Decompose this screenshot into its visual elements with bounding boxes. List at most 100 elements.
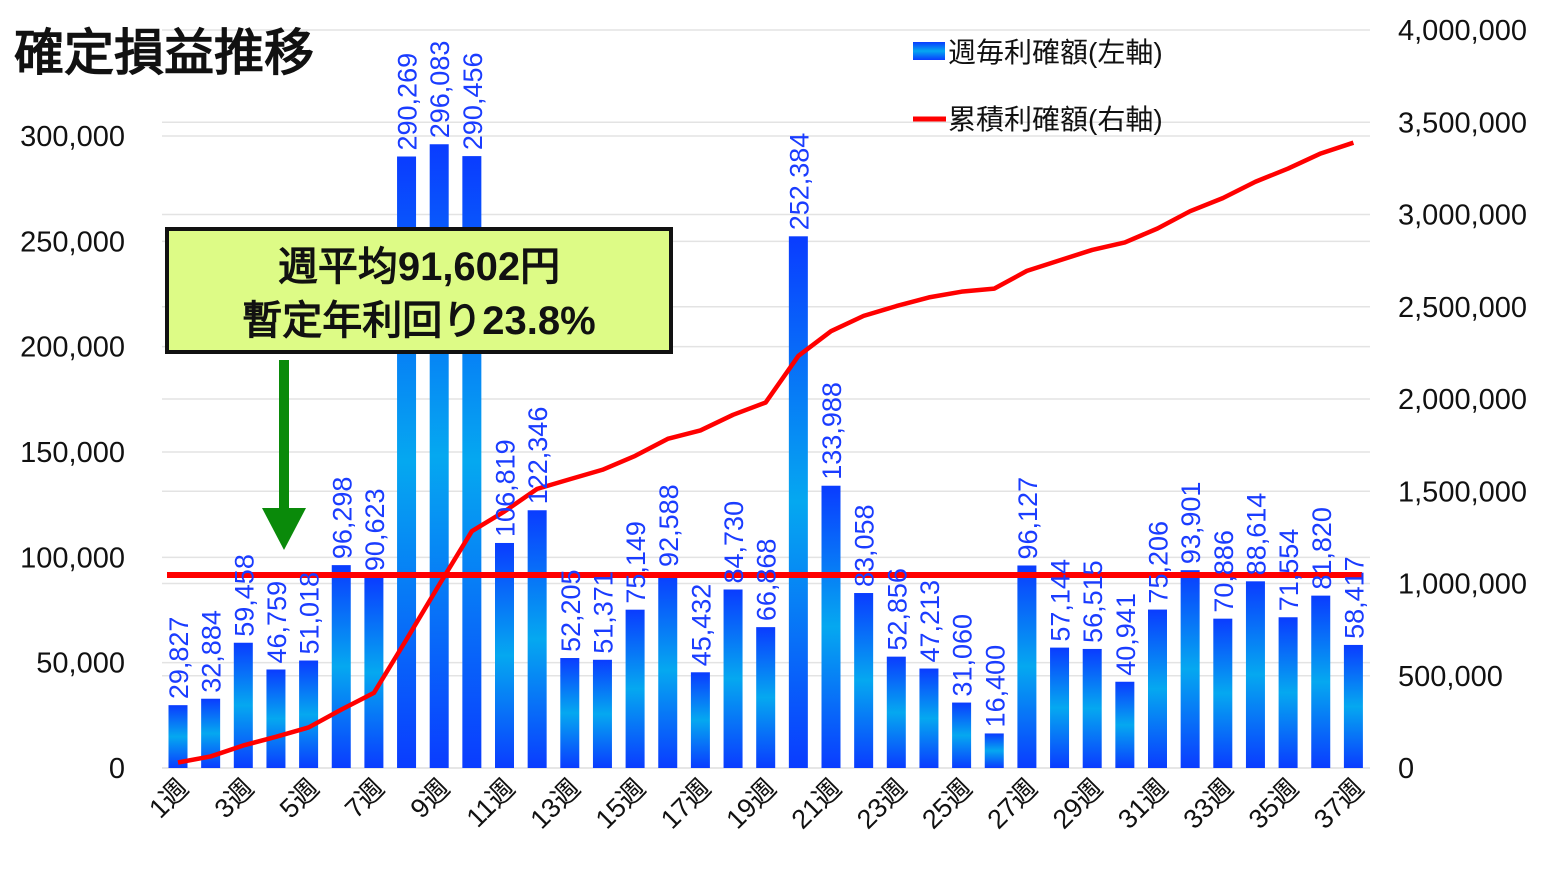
bar-data-label: 290,269 [393, 53, 423, 151]
x-tick-label: 27週 [982, 773, 1044, 835]
bar [821, 485, 841, 768]
bar [886, 656, 906, 768]
left-tick-label: 100,000 [20, 542, 125, 574]
annotation-box [165, 227, 673, 354]
bar [266, 669, 286, 768]
bar [1082, 648, 1102, 768]
bar-data-label: 106,819 [491, 439, 521, 537]
bar-data-label: 93,901 [1176, 482, 1206, 565]
legend: 週毎利確額(左軸) 累積利確額(右軸) [913, 37, 1163, 135]
annotation-yield: 暫定年利回り23.8% [242, 299, 595, 343]
chart-title: 確定損益推移 [14, 25, 314, 81]
bar [1050, 647, 1070, 768]
bar [690, 672, 710, 768]
bar [625, 609, 645, 768]
bar-data-label: 40,941 [1111, 593, 1141, 676]
x-tick-label: 1週 [143, 773, 194, 824]
bar-data-label: 59,458 [229, 554, 259, 637]
bar-data-label: 46,759 [262, 581, 292, 664]
bar [788, 236, 808, 768]
bar [1311, 595, 1331, 768]
bar-data-label: 58,417 [1339, 556, 1369, 639]
left-tick-label: 300,000 [20, 121, 125, 153]
x-tick-label: 31週 [1112, 773, 1174, 835]
x-axis: 1週 3週 5週 7週 9週 11週 13週 15週 17週 19週 21週 23週 25週 27週 29週… [143, 773, 1369, 835]
x-tick-label: 25週 [916, 773, 978, 835]
bar [495, 542, 514, 768]
x-tick-label: 3週 [209, 773, 260, 824]
x-tick-label: 29週 [1047, 773, 1109, 835]
arrow-shaft [279, 360, 289, 510]
bar [364, 577, 384, 768]
bar [1278, 617, 1298, 768]
bar [723, 589, 743, 768]
bar-data-label: 96,127 [1013, 477, 1043, 560]
bar-data-label: 81,820 [1307, 507, 1337, 590]
x-tick-label: 19週 [720, 773, 782, 835]
bar-data-label: 122,346 [523, 407, 553, 505]
bar-data-label: 45,432 [686, 584, 716, 667]
bar-data-label: 71,554 [1274, 529, 1304, 612]
x-tick-label: 23週 [851, 773, 913, 835]
arrow-down-icon [262, 508, 306, 550]
bar [658, 572, 678, 768]
bar [1115, 681, 1135, 768]
right-tick-label: 0 [1398, 753, 1414, 785]
bar-data-label: 51,018 [295, 572, 325, 655]
right-tick-label: 2,500,000 [1398, 292, 1527, 324]
legend-bar-label: 週毎利確額(左軸) [948, 37, 1163, 68]
bar [919, 668, 939, 768]
bar-data-label: 75,206 [1144, 521, 1174, 604]
x-tick-label: 37週 [1308, 773, 1370, 835]
right-tick-label: 3,500,000 [1398, 107, 1527, 139]
left-axis: 0 50,000 100,000 150,000 200,000 250,000 300,0… [20, 121, 125, 785]
bar [299, 660, 319, 768]
bar-data-label: 56,515 [1078, 560, 1108, 643]
bar-data-label: 75,149 [621, 521, 651, 604]
right-tick-label: 1,500,000 [1398, 476, 1527, 508]
bar-data-label: 92,588 [654, 484, 684, 567]
x-tick-label: 17週 [655, 773, 717, 835]
x-tick-label: 21週 [786, 773, 848, 835]
x-tick-label: 13週 [524, 773, 586, 835]
bar-data-label: 90,623 [360, 488, 390, 571]
bar [168, 705, 188, 768]
right-tick-label: 3,000,000 [1398, 200, 1527, 232]
left-tick-label: 250,000 [20, 226, 125, 258]
bar-data-label: 66,868 [752, 539, 782, 622]
bar-data-label: 83,058 [850, 504, 880, 587]
bar [1343, 644, 1363, 768]
bar [233, 642, 253, 768]
bar [756, 627, 776, 768]
bar-data-label: 88,614 [1241, 493, 1271, 576]
bar-data-label: 296,083 [425, 41, 455, 139]
bar-data-label: 84,730 [719, 501, 749, 584]
annotation-average: 週平均91,602円 [278, 245, 560, 289]
bar [984, 733, 1004, 768]
bar [1245, 581, 1265, 768]
x-tick-label: 5週 [274, 773, 325, 824]
legend-bar-swatch [913, 42, 945, 60]
bar [331, 565, 351, 768]
right-axis: 0 500,000 1,000,000 1,500,000 2,000,000 2,500… [1398, 15, 1527, 785]
left-tick-label: 200,000 [20, 332, 125, 364]
bar [854, 593, 874, 768]
bar-data-label: 47,213 [915, 580, 945, 663]
right-tick-label: 500,000 [1398, 661, 1503, 693]
bar-data-label: 133,988 [817, 382, 847, 480]
right-tick-label: 1,000,000 [1398, 569, 1527, 601]
right-tick-label: 2,000,000 [1398, 384, 1527, 416]
cumulative-line [177, 140, 1355, 765]
x-tick-label: 7週 [339, 773, 390, 824]
x-tick-label: 35週 [1243, 773, 1305, 835]
left-tick-label: 0 [109, 753, 125, 785]
x-tick-label: 11週 [461, 773, 521, 833]
cumulative-line-series [177, 140, 1355, 765]
x-tick-label: 33週 [1177, 773, 1239, 835]
bar-data-label: 16,400 [980, 645, 1010, 728]
bar-data-label: 52,205 [556, 569, 586, 652]
bar [560, 658, 580, 768]
bar-data-label: 57,144 [1046, 559, 1076, 642]
